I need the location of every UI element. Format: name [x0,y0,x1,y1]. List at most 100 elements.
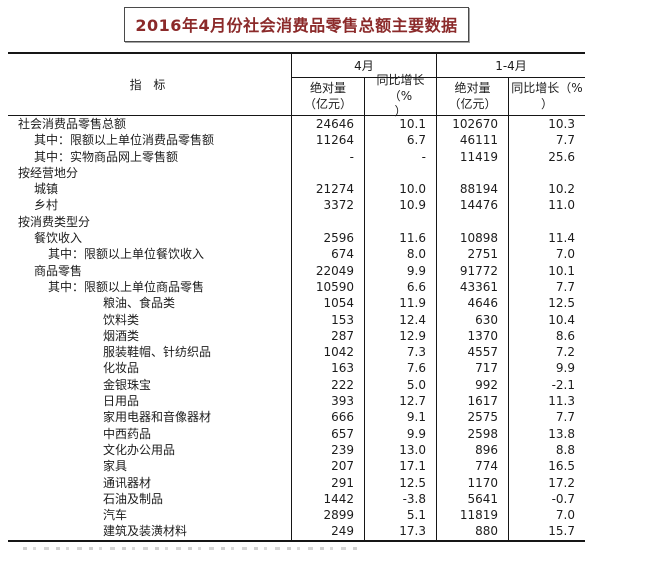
april-absolute-value: 1054 [292,295,365,312]
april-growth-value: 13.0 [365,441,437,459]
column-group-april: 4月 [292,54,437,78]
table-row: 家用电器和音像器材 666 9.1 2575 7.7 [8,409,585,426]
jan-april-absolute-value: 4557 [437,344,509,361]
table-row: 按消费类型分 [8,213,585,231]
table-row: 日用品 393 12.7 1617 11.3 [8,393,585,410]
indicator-label: 餐饮收入 [8,230,292,247]
jan-april-growth-value: 15.7 [548,524,575,539]
indicator-label: 化妆品 [8,360,292,377]
april-growth-value: 6.7 [365,132,437,149]
jan-april-growth-value: 8.8 [555,442,575,457]
table-row: 文化办公用品 239 13.0 896 8.8 [8,441,585,459]
indicator-label: 按消费类型分 [8,213,292,231]
indicator-label: 服装鞋帽、针纺织品 [8,344,292,361]
table-header: 指 标 4月 1-4月 绝对量 （亿元） 同比增长（% ） 绝对量 （亿元） 同… [8,54,585,118]
table-row: 化妆品 163 7.6 717 9.9 [8,360,585,377]
jan-april-absolute-value: 102670 [437,116,509,133]
indicator-label: 按经营地分 [8,164,292,182]
april-absolute-value: - [292,148,365,165]
indicator-label: 文化办公用品 [8,441,292,459]
april-absolute-value: 11264 [292,132,365,149]
table-row: 按经营地分 [8,164,585,182]
table-row: 金银珠宝 222 5.0 992 -2.1 [8,376,585,394]
april-growth-value: 10.0 [365,181,437,198]
page-content: 2016年4月份社会消费品零售总额主要数据 指 标 4月 1-4月 绝对量 （亿… [8,7,585,550]
table-row: 服装鞋帽、针纺织品 1042 7.3 4557 7.2 [8,344,585,361]
jan-april-absolute-value: 630 [437,311,509,328]
table-row: 石油及制品 1442 -3.8 5641 -0.7 [8,490,585,508]
indicator-label: 城镇 [8,181,292,198]
april-growth-value: 10.9 [365,197,437,214]
april-growth-value: 9.9 [365,262,437,279]
jan-april-growth-value: 13.8 [548,426,575,441]
jan-april-absolute-value: 46111 [437,132,509,149]
april-growth-value: - [365,148,437,165]
april-absolute-value: 249 [292,523,365,540]
table-row: 饮料类 153 12.4 630 10.4 [8,311,585,328]
jan-april-absolute-value: 992 [437,376,509,394]
jan-april-growth-value: 9.9 [555,361,575,376]
jan-april-growth-value: 10.1 [548,263,575,278]
jan-april-growth-value: 11.3 [548,394,575,409]
jan-april-absolute-value: 10898 [437,230,509,247]
jan-april-growth-value: 11.0 [548,198,575,213]
april-absolute-value: 222 [292,376,365,394]
jan-april-growth-value: -2.1 [551,377,575,392]
april-growth-value: 10.1 [365,116,437,133]
indicator-label: 家用电器和音像器材 [8,409,292,426]
table-row: 家具 207 17.1 774 16.5 [8,458,585,475]
jan-april-growth-value: 7.2 [555,345,575,360]
jan-april-absolute-value: 2598 [437,425,509,442]
indicator-label: 其中：限额以上单位餐饮收入 [8,246,292,263]
april-absolute-value: 2899 [292,507,365,524]
report-title-box: 2016年4月份社会消费品零售总额主要数据 [124,7,469,42]
april-growth-value: 11.6 [365,230,437,247]
april-growth-value: 17.1 [365,458,437,475]
indicator-label: 饮料类 [8,311,292,328]
jan-april-growth-value: 7.7 [555,279,575,294]
april-growth-value: 5.0 [365,376,437,394]
table-row: 其中：限额以上单位餐饮收入 674 8.0 2751 7.0 [8,246,585,263]
april-absolute-value: 657 [292,425,365,442]
indicator-label: 石油及制品 [8,490,292,508]
table-row: 中西药品 657 9.9 2598 13.8 [8,425,585,442]
april-growth-value: 12.5 [365,474,437,491]
jan-april-absolute-value: 717 [437,360,509,377]
jan-april-growth-value: 7.7 [555,133,575,148]
jan-april-absolute-value: 11819 [437,507,509,524]
indicator-label: 粮油、食品类 [8,295,292,312]
indicator-label: 社会消费品零售总额 [8,116,292,133]
april-absolute-value: 291 [292,474,365,491]
retail-sales-table: 指 标 4月 1-4月 绝对量 （亿元） 同比增长（% ） 绝对量 （亿元） 同… [8,52,585,542]
table-row: 汽车 2899 5.1 11819 7.0 [8,507,585,524]
table-row: 餐饮收入 2596 11.6 10898 11.4 [8,230,585,247]
april-absolute-value: 393 [292,393,365,410]
jan-april-growth-value: 10.3 [548,117,575,131]
indicator-label: 其中：实物商品网上零售额 [8,148,292,165]
jan-april-growth-value: 10.4 [548,312,575,327]
indicator-label: 日用品 [8,393,292,410]
jan-april-growth-value [509,214,585,230]
jan-april-absolute-value: 14476 [437,197,509,214]
jan-april-growth-value: 11.4 [548,231,575,246]
jan-april-absolute-value [437,213,509,231]
april-absolute-header: 绝对量 （亿元） [292,78,365,115]
april-growth-header: 同比增长（% ） [365,73,437,118]
indicator-label: 商品零售 [8,262,292,279]
jan-april-growth-value: -0.7 [551,491,575,506]
april-absolute-value: 2596 [292,230,365,247]
indicator-label: 金银珠宝 [8,376,292,394]
jan-april-growth-value [509,165,585,181]
jan-april-absolute-value: 896 [437,441,509,459]
table-body: 社会消费品零售总额 24646 10.1 102670 10.3 其中：限额以上单位消费品… [8,116,585,540]
jan-april-growth-value: 10.2 [548,182,575,197]
table-row: 粮油、食品类 1054 11.9 4646 12.5 [8,295,585,312]
jan-april-absolute-value: 91772 [437,262,509,279]
indicator-label: 烟酒类 [8,327,292,345]
april-growth-value: 6.6 [365,278,437,296]
table-row: 建筑及装潢材料 249 17.3 880 15.7 [8,523,585,540]
jan-april-absolute-value: 2751 [437,246,509,263]
jan-april-absolute-value: 1170 [437,474,509,491]
indicator-label: 汽车 [8,507,292,524]
jan-april-growth-value: 7.0 [555,247,575,262]
